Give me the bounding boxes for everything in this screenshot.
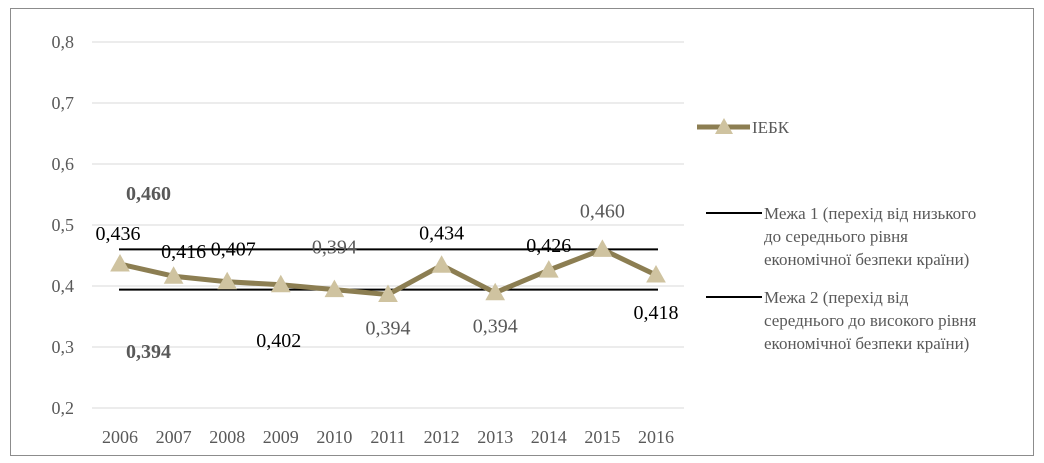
x-axis: 2006 2007 2008 2009 2010 2011 2012 2013 2014 2015… — [102, 427, 674, 447]
data-label: 0,418 — [634, 302, 679, 324]
x-tick-label: 2012 — [424, 427, 460, 447]
x-tick-label: 2015 — [584, 427, 620, 447]
data-label: 0,426 — [526, 235, 571, 257]
data-label: 0,434 — [419, 222, 464, 244]
data-label: 0,394 — [473, 316, 518, 338]
x-tick-label: 2009 — [263, 427, 299, 447]
y-tick-label: 0,6 — [52, 154, 75, 174]
y-tick-label: 0,3 — [52, 337, 75, 357]
y-tick-label: 0,7 — [52, 93, 75, 113]
x-tick-label: 2007 — [156, 427, 192, 447]
x-tick-label: 2010 — [316, 427, 352, 447]
data-label: 0,407 — [211, 239, 256, 261]
data-label: 0,460 — [580, 200, 625, 222]
legend-threshold-label: до середнього рівня — [764, 227, 908, 246]
data-label: 0,402 — [256, 330, 301, 352]
gridlines — [92, 42, 684, 408]
threshold-label: 0,460 — [126, 183, 171, 205]
threshold-label: 0,394 — [126, 341, 171, 363]
x-tick-label: 2006 — [102, 427, 138, 447]
x-tick-label: 2013 — [477, 427, 513, 447]
y-tick-label: 0,2 — [52, 398, 75, 418]
legend-series-label: ІЕБК — [752, 118, 790, 137]
legend-threshold-label: економічної безпеки країни) — [764, 334, 969, 353]
legend: ІЕБК Межа 1 (перехід від низького до серед… — [697, 118, 977, 353]
legend-threshold-label: Межа 1 (перехід від низького — [764, 204, 976, 223]
x-tick-label: 2016 — [638, 427, 674, 447]
y-tick-label: 0,4 — [52, 276, 75, 296]
data-label: 0,436 — [96, 223, 141, 245]
data-point-marker — [433, 256, 451, 272]
legend-threshold-label: економічної безпеки країни) — [764, 250, 969, 269]
x-tick-label: 2008 — [209, 427, 245, 447]
y-tick-label: 0,5 — [52, 215, 75, 235]
x-tick-label: 2014 — [531, 427, 567, 447]
data-label: 0,394 — [366, 318, 411, 340]
x-tick-label: 2011 — [370, 427, 405, 447]
legend-threshold-label: Межа 2 (перехід від — [764, 288, 909, 307]
y-tick-label: 0,8 — [52, 32, 75, 52]
data-label: 0,394 — [312, 237, 357, 259]
y-axis: 0,2 0,3 0,4 0,5 0,6 0,7 0,8 — [52, 32, 75, 418]
data-label: 0,416 — [161, 241, 206, 263]
legend-threshold-label: середнього до високого рівня — [764, 311, 977, 330]
